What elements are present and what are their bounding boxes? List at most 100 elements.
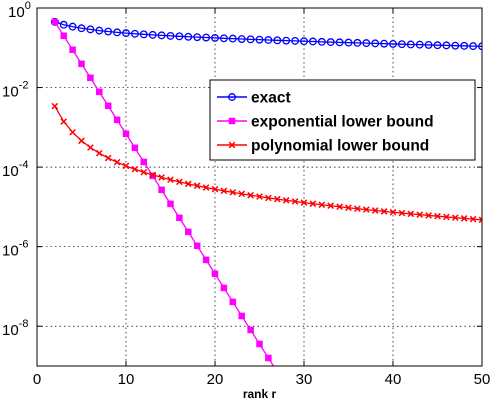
plot-frame [36, 7, 483, 367]
legend: exact exponential lower bound polynomial l… [209, 79, 476, 161]
data-point-polynomial-lower-bound [460, 215, 468, 222]
legend-label: polynomial lower bound [251, 138, 429, 155]
data-point-polynomial-lower-bound [273, 195, 281, 203]
data-point-polynomial-lower-bound [309, 200, 317, 208]
data-point-exponential-lower-bound [176, 214, 183, 222]
data-point-polynomial-lower-bound [193, 182, 201, 190]
data-point-exponential-lower-bound [131, 144, 139, 152]
legend-box [209, 79, 476, 161]
data-point-exact [166, 31, 175, 40]
data-point-exact [397, 40, 406, 49]
data-point-polynomial-lower-bound [425, 212, 432, 219]
y-tick-label: 10-2 [2, 80, 28, 101]
data-point-exact [371, 39, 380, 48]
data-point-exact [442, 41, 451, 50]
data-point-polynomial-lower-bound [60, 118, 68, 125]
legend-label: exact [251, 90, 291, 107]
legend-marker [228, 93, 236, 101]
data-point-exact [424, 40, 433, 49]
y-tick-label: 100 [8, 0, 31, 21]
x-tick-label: 50 [474, 371, 491, 388]
data-point-polynomial-lower-bound [78, 137, 85, 145]
ticks: 0 10 20 30 40 50 100 10-2 10-4 10-6 10-8 [2, 0, 490, 388]
data-point-polynomial-lower-bound [256, 193, 263, 200]
legend-label: exponential lower bound [251, 114, 434, 131]
data-point-exact [362, 39, 371, 48]
series-polynomial-lower-bound [51, 102, 482, 224]
x-tick-label: 30 [296, 371, 313, 388]
data-point-exponential-lower-bound [202, 256, 210, 264]
data-point-exponential-lower-bound [229, 298, 237, 306]
y-tick-label: 10-8 [2, 318, 28, 339]
data-point-polynomial-lower-bound [238, 190, 246, 198]
data-point-polynomial-lower-bound [51, 102, 59, 110]
data-point-exact [211, 33, 219, 42]
data-point-exact [264, 36, 273, 44]
data-point-polynomial-lower-bound [122, 162, 130, 170]
data-point-exact [104, 27, 113, 36]
data-point-exact [237, 35, 246, 43]
series-layer [50, 17, 482, 402]
data-point-polynomial-lower-bound [184, 180, 192, 188]
data-point-polynomial-lower-bound [113, 158, 121, 166]
data-point-exact [469, 42, 478, 51]
data-point-polynomial-lower-bound [345, 204, 352, 212]
data-point-exact [308, 37, 317, 46]
data-point-exponential-lower-bound [256, 340, 263, 348]
data-point-exact [317, 37, 326, 46]
data-point-exponential-lower-bound [283, 383, 289, 389]
x-tick-label: 20 [207, 371, 224, 388]
data-point-exponential-lower-bound [265, 354, 272, 362]
data-point-exact [148, 30, 157, 39]
data-point-exact [59, 20, 68, 29]
data-point-exact [95, 26, 104, 35]
data-point-exact [193, 33, 202, 42]
data-point-polynomial-lower-bound [443, 213, 450, 221]
data-point-polynomial-lower-bound [389, 208, 397, 216]
data-point-polynomial-lower-bound [149, 171, 157, 179]
data-point-polynomial-lower-bound [362, 206, 370, 213]
data-point-exact [460, 41, 469, 50]
data-point-exact [122, 29, 130, 38]
grid [37, 8, 482, 366]
data-point-polynomial-lower-bound [327, 202, 335, 210]
data-point-exponential-lower-bound [185, 228, 192, 236]
data-point-exact [389, 39, 397, 48]
data-point-polynomial-lower-bound [300, 199, 308, 206]
data-point-exponential-lower-bound [51, 18, 59, 26]
data-point-exact [202, 33, 211, 42]
data-point-polynomial-lower-bound [229, 189, 237, 196]
data-point-exact [184, 32, 193, 41]
data-point-exact [344, 38, 353, 47]
data-point-polynomial-lower-bound [211, 185, 219, 193]
data-point-polynomial-lower-bound [247, 191, 254, 199]
data-point-polynomial-lower-bound [416, 211, 424, 218]
data-point-exact [451, 41, 460, 50]
data-point-polynomial-lower-bound [167, 176, 174, 184]
data-point-exponential-lower-bound [292, 397, 298, 402]
data-point-exact [478, 42, 482, 51]
data-point-exact [139, 30, 148, 39]
data-point-polynomial-lower-bound [380, 208, 388, 215]
x-tick-label: 10 [118, 371, 135, 388]
data-point-exact [335, 38, 344, 47]
data-point-exact [130, 29, 139, 38]
data-point-exact [380, 39, 389, 48]
data-point-exponential-lower-bound [87, 74, 94, 82]
data-point-exact [433, 41, 442, 50]
data-point-polynomial-lower-bound [354, 205, 361, 213]
legend-marker [228, 141, 236, 149]
data-point-polynomial-lower-bound [478, 216, 482, 224]
data-point-exponential-lower-bound [193, 242, 201, 250]
legend-marker [228, 117, 236, 125]
data-point-polynomial-lower-bound [104, 154, 112, 162]
data-point-exponential-lower-bound [96, 88, 103, 96]
data-point-exact [228, 34, 237, 43]
data-point-exponential-lower-bound [220, 284, 228, 292]
data-point-polynomial-lower-bound [69, 128, 76, 136]
data-point-polynomial-lower-bound [451, 214, 459, 222]
series-line-exact [54, 21, 482, 47]
data-point-exponential-lower-bound [140, 158, 148, 166]
data-point-exponential-lower-bound [211, 270, 219, 278]
